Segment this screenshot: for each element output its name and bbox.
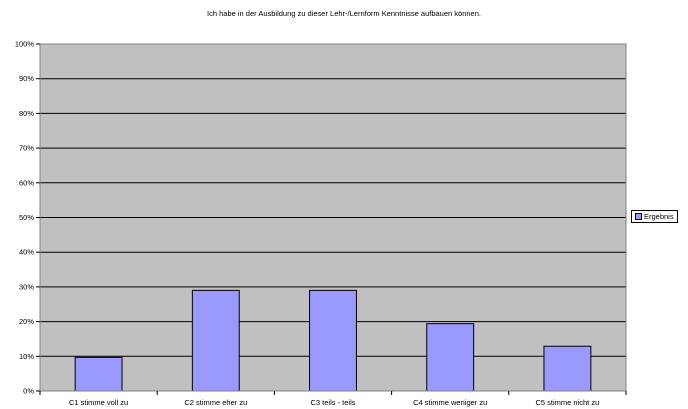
x-axis-ticks: C1 stimme voll zu C2 stimme eher zu C3 tei… (39, 391, 627, 407)
y-tick-label: 20% (19, 317, 34, 326)
bar (309, 289, 357, 392)
bar (191, 289, 240, 392)
y-tick-label: 30% (19, 282, 34, 291)
y-tick-label: 90% (19, 74, 34, 83)
y-tick-label: 70% (19, 144, 34, 153)
y-tick-label: 40% (19, 248, 34, 257)
legend-swatch (635, 213, 642, 220)
bar (74, 356, 123, 392)
y-tick-label: 100% (15, 40, 35, 49)
bars (74, 289, 592, 392)
x-tick-label: C1 stimme voll zu (69, 398, 128, 407)
x-tick-label: C3 teils - teils (310, 398, 355, 407)
legend: Ergebnis (631, 210, 678, 223)
bar (543, 345, 592, 392)
chart-title: Ich habe in der Ausbildung zu dieser Leh… (207, 9, 481, 18)
legend-label: Ergebnis (644, 212, 674, 221)
y-tick-label: 80% (19, 109, 34, 118)
y-axis-ticks: 0% 10% 20% 30% 40% 50% 60% 70% 80% 90% 100% (15, 40, 40, 396)
y-tick-label: 0% (23, 387, 34, 396)
x-tick-label: C2 stimme eher zu (184, 398, 247, 407)
y-tick-label: 60% (19, 178, 34, 187)
x-tick-label: C5 stimme nicht zu (536, 398, 600, 407)
bar (426, 323, 475, 392)
y-tick-label: 50% (19, 213, 34, 222)
y-tick-label: 10% (19, 352, 34, 361)
x-tick-label: C4 stimme weniger zu (413, 398, 487, 407)
